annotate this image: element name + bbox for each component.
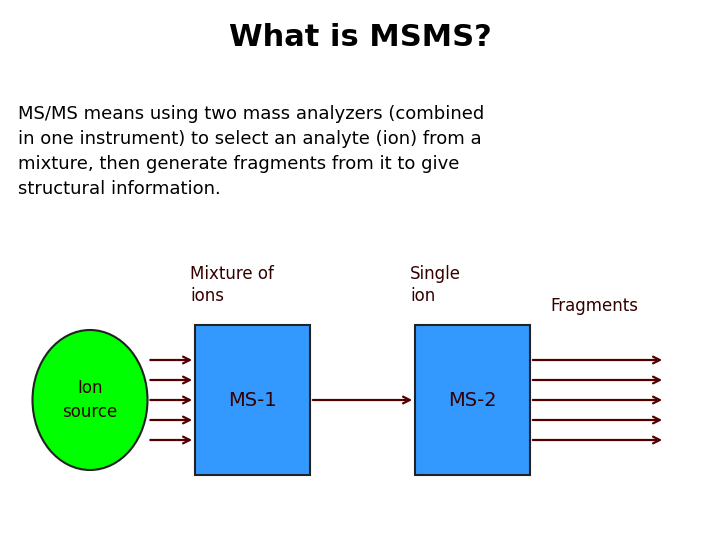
Text: Single
ion: Single ion [410, 265, 461, 305]
Text: MS-2: MS-2 [448, 390, 497, 409]
Bar [415, 325, 530, 475]
Text: MS-1: MS-1 [228, 390, 276, 409]
Text: What is MSMS?: What is MSMS? [229, 24, 491, 52]
Text: Fragments: Fragments [550, 297, 638, 315]
Text: Mixture of
ions: Mixture of ions [190, 265, 274, 305]
Bar [195, 325, 310, 475]
Text: Ion
source: Ion source [63, 379, 117, 421]
Ellipse shape [32, 330, 148, 470]
Text: MS/MS means using two mass analyzers (combined
in one instrument) to select an a: MS/MS means using two mass analyzers (co… [18, 105, 485, 198]
